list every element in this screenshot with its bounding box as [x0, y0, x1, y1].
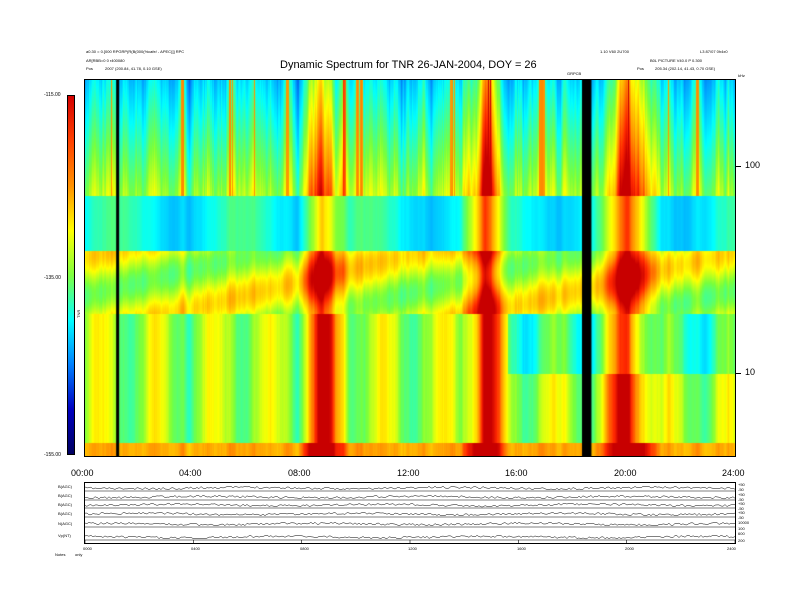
- header-pos-label-right: Pos: [637, 66, 644, 71]
- ts-label-6: Vp(NT): [58, 533, 71, 538]
- ts-series-5: [85, 521, 735, 527]
- ts-xtick-0400: 0400: [191, 546, 200, 551]
- ts-rtick-2a: +50: [738, 492, 745, 497]
- ts-rtick-6a: 600: [738, 531, 745, 536]
- x-tick-1200: 12:00: [397, 468, 420, 478]
- ts-xtick-2000: 2000: [625, 546, 634, 551]
- gap-marker-label: GRPCB: [567, 71, 582, 76]
- x-tick-2400: 24:00: [722, 468, 745, 478]
- ts-rtick-5a: 10000: [738, 520, 750, 525]
- ts-rtick-6b: 200: [738, 538, 745, 543]
- chart-title: Dynamic Spectrum for TNR 26-JAN-2004, DO…: [280, 59, 537, 71]
- ts-series-1: [85, 485, 735, 491]
- colorbar-tick-top: -115.00: [44, 92, 61, 98]
- ts-rtick-1b: -50: [738, 487, 744, 492]
- ts-rtick-4a: +50: [738, 510, 745, 515]
- colorbar-label: TNR: [76, 309, 81, 318]
- x-tick-1600: 16:00: [505, 468, 528, 478]
- header-info-line2: AR[RBB=0 0 r400080: [86, 58, 125, 63]
- header-info-right2: B0L PICTURE V40.0 P 0.300: [650, 58, 703, 63]
- x-tick-0800: 08:00: [288, 468, 311, 478]
- ts-series-3: [85, 502, 735, 508]
- ts-label-2: B(AGC): [58, 493, 72, 498]
- colorbar-tick-mid: -135.00: [44, 275, 61, 281]
- header-info-right1b: L3 87/07 0h4x0: [700, 49, 728, 54]
- ts-rtick-5b: 100: [738, 526, 745, 531]
- ts-rtick-1a: +50: [738, 482, 745, 487]
- spectrogram-panel: [84, 79, 736, 457]
- header-pos-label-left: Pos: [86, 66, 93, 71]
- ts-xtick-1600: 1600: [517, 546, 526, 551]
- x-tick-2000: 20:00: [614, 468, 637, 478]
- ts-series-2: [85, 494, 735, 500]
- header-info-line1: a0.30 = 0.[000 RPGRP(R(B(000(%cafe/ - AP…: [86, 49, 185, 54]
- y-tick-100: 100: [745, 160, 761, 170]
- ts-label-4: B(AGC): [58, 511, 72, 516]
- ts-label-3: B(AGC): [58, 502, 72, 507]
- timeseries-panel: [84, 482, 736, 544]
- ts-rtick-2b: -50: [738, 497, 744, 502]
- ts-xtick-0800: 0800: [300, 546, 309, 551]
- x-tick-0000: 00:00: [71, 468, 94, 478]
- ts-series-4: [85, 511, 735, 517]
- ts-xtick-0000: 0000: [83, 546, 92, 551]
- y-tick-mark-10: [736, 373, 741, 374]
- x-tick-0400: 04:00: [179, 468, 202, 478]
- ts-xtick-1200: 1200: [408, 546, 417, 551]
- ts-rtick-3b: -50: [738, 506, 744, 511]
- colorbar-tick-bottom: -155.00: [44, 452, 61, 458]
- y-tick-mark-100: [736, 166, 741, 167]
- ts-rtick-3a: +50: [738, 501, 745, 506]
- ts-xtick-2400: 2400: [727, 546, 736, 551]
- ts-label-1: B(AGC): [58, 484, 72, 489]
- ts-series-6: [85, 534, 735, 540]
- ts-rtick-4b: -50: [738, 515, 744, 520]
- spectrogram-canvas: [85, 80, 735, 456]
- header-pos-value-left: 2007 (200.84, 41.78, 0.10 GSE): [105, 66, 162, 71]
- colorbar: [67, 95, 75, 455]
- ts-label-5: N(AGC): [58, 521, 73, 526]
- header-pos-value-right: 205.34 (202.14, 41.43, 0.70 GSE): [655, 66, 716, 71]
- header-info-right1a: 1.10 V60 2U700: [600, 49, 629, 54]
- footer-notes: Notes: [55, 552, 66, 557]
- timeseries-plot: [85, 485, 735, 543]
- footer-only: only: [75, 552, 83, 557]
- y-tick-10: 10: [745, 367, 756, 377]
- y-unit-label: kHz: [738, 73, 745, 78]
